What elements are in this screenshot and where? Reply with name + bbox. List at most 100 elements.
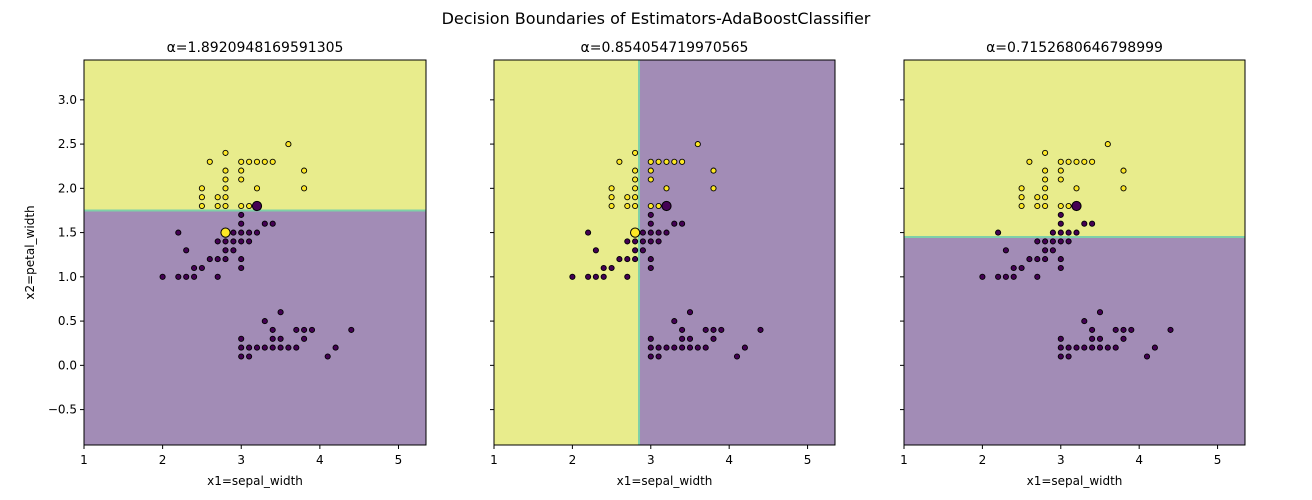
data-point (1089, 326, 1096, 333)
data-point (238, 220, 245, 227)
data-point (324, 353, 331, 360)
data-point (757, 326, 764, 333)
data-point (679, 335, 686, 342)
data-point (269, 158, 276, 165)
data-point (1065, 229, 1072, 236)
x-axis-label: x1=sepal_width (617, 474, 713, 488)
data-point (1089, 220, 1096, 227)
data-point (285, 344, 292, 351)
data-point (1018, 185, 1025, 192)
data-point (702, 344, 709, 351)
data-point (1010, 264, 1017, 272)
data-point (269, 220, 276, 227)
subplot-1: 1 2 3 4 5 −0.5 0.0 0.5 1.0 1.5 2.0 2.5 3.0 α=1.892094… (23, 40, 427, 488)
data-point (1057, 238, 1064, 245)
data-point (1042, 149, 1049, 156)
data-point (261, 318, 268, 325)
data-point (1112, 344, 1119, 351)
data-point (741, 344, 748, 351)
axes-frame (493, 59, 836, 446)
x-axis-label: x1=sepal_width (1027, 474, 1123, 488)
data-point (1089, 344, 1096, 351)
y-tick-label: 2.5 (58, 137, 77, 151)
data-point (198, 185, 205, 192)
data-point (183, 247, 190, 254)
data-point (671, 344, 678, 351)
data-point (277, 335, 284, 342)
y-tick-label: 0.0 (58, 358, 77, 372)
x-tick-label: 3 (647, 453, 655, 467)
data-point (694, 141, 701, 148)
data-point (1128, 326, 1135, 333)
data-point (663, 344, 670, 351)
data-point (222, 167, 229, 174)
data-point (632, 149, 639, 156)
data-point (1089, 158, 1096, 165)
data-point (1002, 273, 1009, 280)
data-point (269, 326, 276, 333)
data-point (183, 273, 190, 280)
data-point (191, 273, 198, 280)
data-point (995, 273, 1002, 280)
data-point (600, 264, 607, 272)
data-point (1010, 273, 1017, 280)
data-point (1096, 335, 1104, 342)
data-point (332, 344, 339, 351)
data-point (222, 247, 229, 254)
data-point (238, 238, 245, 245)
data-point (198, 194, 205, 201)
data-point (686, 335, 694, 342)
data-point (277, 309, 284, 316)
data-point (253, 344, 261, 351)
data-point (277, 344, 284, 351)
data-point (679, 344, 686, 351)
data-point (238, 264, 245, 272)
data-point (1042, 247, 1049, 254)
data-point (222, 238, 229, 245)
data-point (222, 185, 229, 192)
data-point (616, 158, 623, 165)
x-tick-label: 4 (1135, 453, 1143, 467)
subplot-title: α=1.8920948169591305 (167, 40, 344, 56)
data-point (1065, 344, 1072, 351)
data-point (710, 185, 717, 192)
data-point (1167, 326, 1174, 333)
data-point (1057, 353, 1064, 360)
subplot-title: α=0.854054719970565 (581, 40, 749, 56)
data-point (686, 309, 694, 316)
x-tick-label: 3 (237, 453, 245, 467)
data-point (1042, 176, 1049, 183)
data-point (608, 264, 615, 272)
data-point (647, 264, 654, 272)
data-point (647, 229, 654, 236)
data-point (246, 202, 253, 210)
data-point (647, 220, 654, 227)
data-point (238, 176, 245, 183)
y-tick-label: 1.0 (58, 270, 77, 284)
y-tick-label: −0.5 (48, 403, 77, 417)
data-point (1151, 344, 1158, 351)
data-point (230, 238, 237, 245)
data-point (238, 211, 245, 218)
data-point (253, 158, 261, 165)
data-point (222, 194, 229, 201)
region-right (639, 60, 835, 445)
data-point (639, 229, 646, 236)
data-point (655, 202, 662, 210)
data-point (647, 256, 654, 263)
data-point (702, 326, 709, 333)
data-point (655, 229, 662, 236)
data-point (1073, 158, 1080, 165)
data-point (979, 273, 986, 280)
data-point (647, 176, 654, 183)
data-point (206, 256, 213, 263)
data-point (308, 326, 316, 333)
data-point (285, 141, 292, 148)
data-point (214, 194, 221, 201)
axes-frame (903, 59, 1246, 446)
data-point (1057, 264, 1064, 272)
data-point (1018, 202, 1025, 210)
data-point (632, 167, 639, 174)
data-point (1081, 344, 1088, 351)
